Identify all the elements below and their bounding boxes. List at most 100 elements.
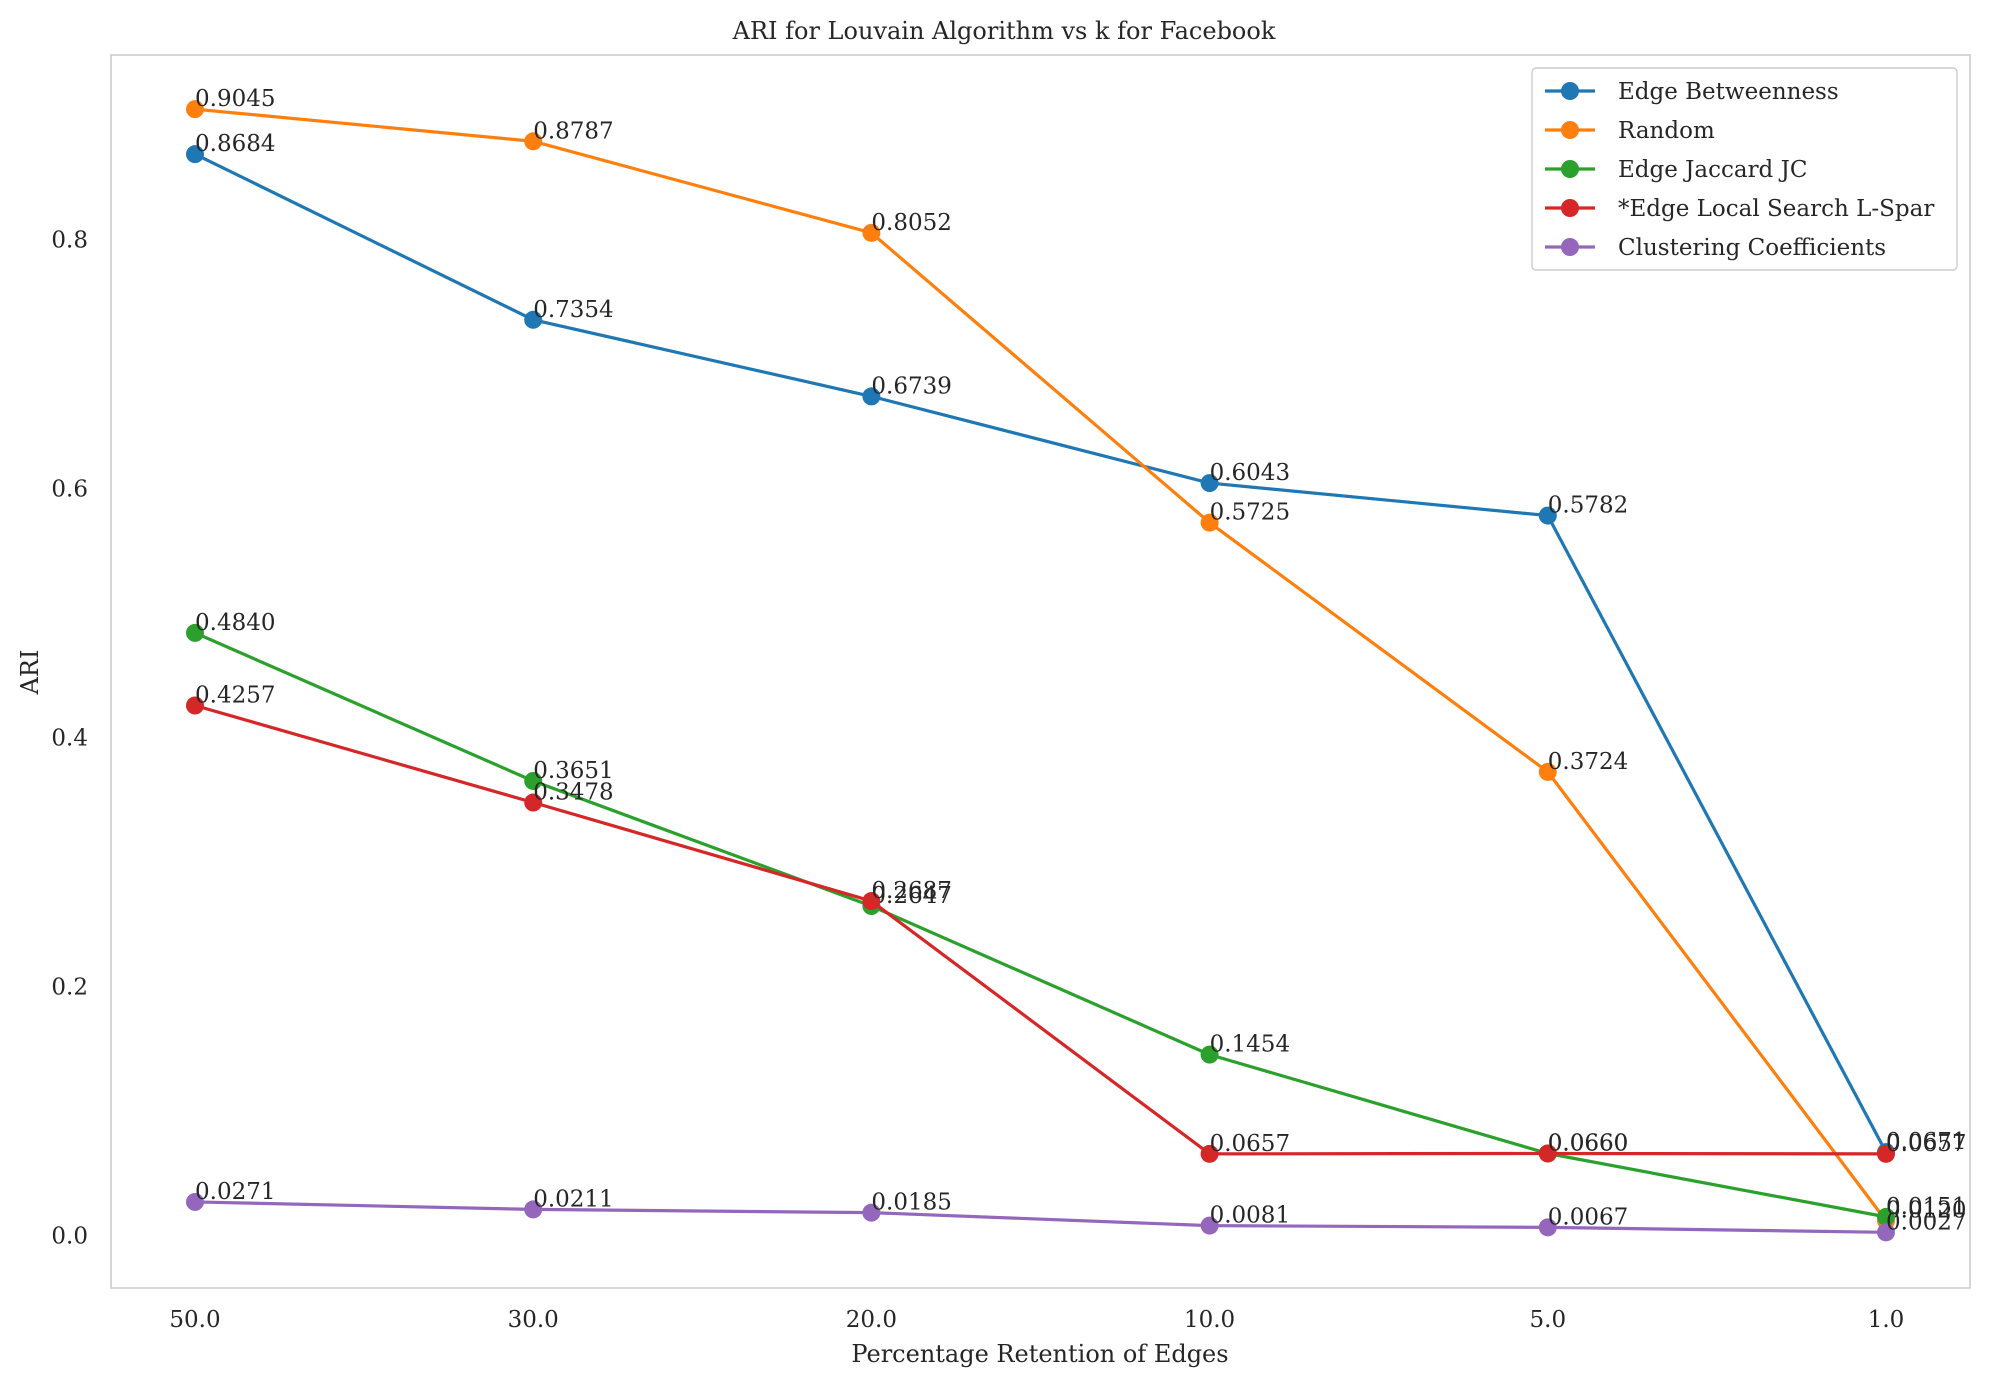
data-point [862, 223, 881, 242]
data-point [524, 132, 543, 151]
data-point [1538, 762, 1557, 781]
series-line [193, 631, 1888, 1219]
legend-marker [1561, 238, 1579, 256]
x-tick-label: 10.0 [1184, 1307, 1235, 1333]
legend-entry: Clustering Coefficients [1545, 235, 1886, 261]
data-point [524, 1200, 543, 1219]
data-label: 0.5782 [1548, 493, 1628, 519]
data-label: 0.3724 [1548, 749, 1628, 775]
legend-marker [1561, 82, 1579, 100]
data-point [1200, 1216, 1219, 1235]
data-point [1538, 1144, 1557, 1163]
x-tick-label: 50.0 [169, 1307, 220, 1333]
data-label: 0.2647 [871, 883, 951, 909]
y-axis-label: ARI [16, 650, 44, 696]
y-tick-label: 0.0 [51, 1224, 88, 1250]
legend-label: Clustering Coefficients [1618, 235, 1886, 261]
data-point [862, 387, 881, 406]
legend-label: Edge Jaccard JC [1618, 157, 1807, 183]
data-label: 0.7354 [533, 297, 613, 323]
data-label: 0.0027 [1886, 1209, 1966, 1235]
data-label: 0.3478 [533, 780, 613, 806]
series-5: 0.0271 0.0211 0.0185 0.0081 0.0067 0.0027 [186, 1179, 1966, 1242]
legend-box [1531, 67, 1958, 271]
data-label: 0.1454 [1210, 1032, 1290, 1058]
series-4: 0.4257 0.3478 0.2687 0.0657 0.0660 0.0657 [186, 683, 1966, 1163]
data-label: 0.6043 [1210, 460, 1290, 486]
data-point [1200, 1144, 1219, 1163]
plot-area-frame [110, 54, 1971, 1289]
legend-marker [1561, 199, 1579, 217]
y-tick-label: 0.8 [51, 227, 88, 253]
data-point [1200, 513, 1219, 532]
legend-label: *Edge Local Search L-Spar [1618, 196, 1934, 222]
data-label: 0.0151 [1886, 1194, 1966, 1220]
series-line [193, 152, 1888, 1154]
data-point [186, 696, 204, 715]
x-tick-label: 30.0 [508, 1307, 559, 1333]
y-tick-label: 0.6 [51, 476, 88, 502]
y-axis-ticks: 0.0 0.2 0.4 0.6 0.8 [51, 227, 88, 1249]
x-tick-label: 20.0 [846, 1307, 897, 1333]
x-axis-label: Percentage Retention of Edges [851, 1340, 1228, 1368]
legend-label: Edge Betweenness [1618, 79, 1839, 105]
data-point [1538, 1218, 1557, 1237]
data-label: 0.8787 [533, 118, 613, 144]
data-label: 0.8684 [195, 131, 275, 157]
x-tick-label: 1.0 [1868, 1307, 1905, 1333]
y-tick-label: 0.2 [51, 975, 88, 1001]
data-label: 0.0211 [533, 1186, 613, 1212]
data-label: 0.0657 [1210, 1131, 1290, 1157]
data-label: 0.0660 [1548, 1130, 1628, 1156]
data-point [1538, 506, 1557, 525]
x-tick-label: 5.0 [1530, 1307, 1567, 1333]
legend: Edge Betweenness Random Edge Jaccard JC *Ed… [1531, 67, 1958, 271]
data-point [862, 892, 881, 911]
y-tick-label: 0.4 [51, 726, 88, 752]
data-point [1200, 474, 1219, 493]
chart-title: ARI for Louvain Algorithm vs k for Faceb… [732, 17, 1276, 45]
data-label: 0.4840 [195, 610, 275, 636]
series-2: 0.9045 0.8787 0.8052 0.5725 0.3724 0.0120 [186, 86, 1966, 1230]
series-layer: 0.86840.73540.67390.60430.57820.06710.90… [186, 86, 1966, 1242]
data-label: 0.3651 [533, 758, 613, 784]
data-label: 0.0067 [1548, 1204, 1628, 1230]
data-label: 0.0657 [1886, 1131, 1966, 1157]
data-label: 0.2687 [871, 878, 951, 904]
data-point [186, 145, 204, 164]
legend-entry: Edge Jaccard JC [1545, 157, 1807, 183]
legend-entry: Edge Betweenness [1545, 79, 1839, 105]
data-point [1877, 1223, 1895, 1242]
legend-marker [1561, 160, 1579, 178]
legend-entry: *Edge Local Search L-Spar [1545, 196, 1934, 222]
data-label: 0.9045 [195, 86, 275, 112]
data-label: 0.0081 [1210, 1203, 1290, 1229]
data-point [1200, 1045, 1219, 1064]
data-label: 0.0671 [1886, 1129, 1966, 1155]
data-point [1877, 1144, 1895, 1163]
data-label: 0.6739 [871, 373, 951, 399]
legend-marker [1561, 121, 1579, 139]
data-label: 0.0271 [195, 1179, 275, 1205]
series-line [193, 703, 1888, 1156]
series-line [193, 1200, 1888, 1234]
data-point [186, 623, 204, 642]
data-point [524, 310, 543, 329]
legend-entry: Random [1545, 118, 1715, 144]
data-point [186, 1192, 204, 1211]
data-label: 0.4257 [195, 683, 275, 709]
data-label: 0.0185 [871, 1190, 951, 1216]
data-point [862, 1203, 881, 1222]
series-line [193, 107, 1888, 1223]
legend-label: Random [1618, 118, 1715, 144]
x-axis-ticks: 50.0 30.0 20.0 10.0 5.0 1.0 [169, 1307, 1904, 1333]
data-point [524, 793, 543, 812]
data-point [186, 100, 204, 119]
data-label: 0.8052 [871, 210, 951, 236]
data-label: 0.5725 [1210, 500, 1290, 526]
data-point [1877, 1207, 1895, 1226]
data-point [524, 771, 543, 790]
data-label: 0.0120 [1886, 1198, 1966, 1224]
legend-entries: Edge Betweenness Random Edge Jaccard JC *Ed… [1545, 79, 1934, 261]
